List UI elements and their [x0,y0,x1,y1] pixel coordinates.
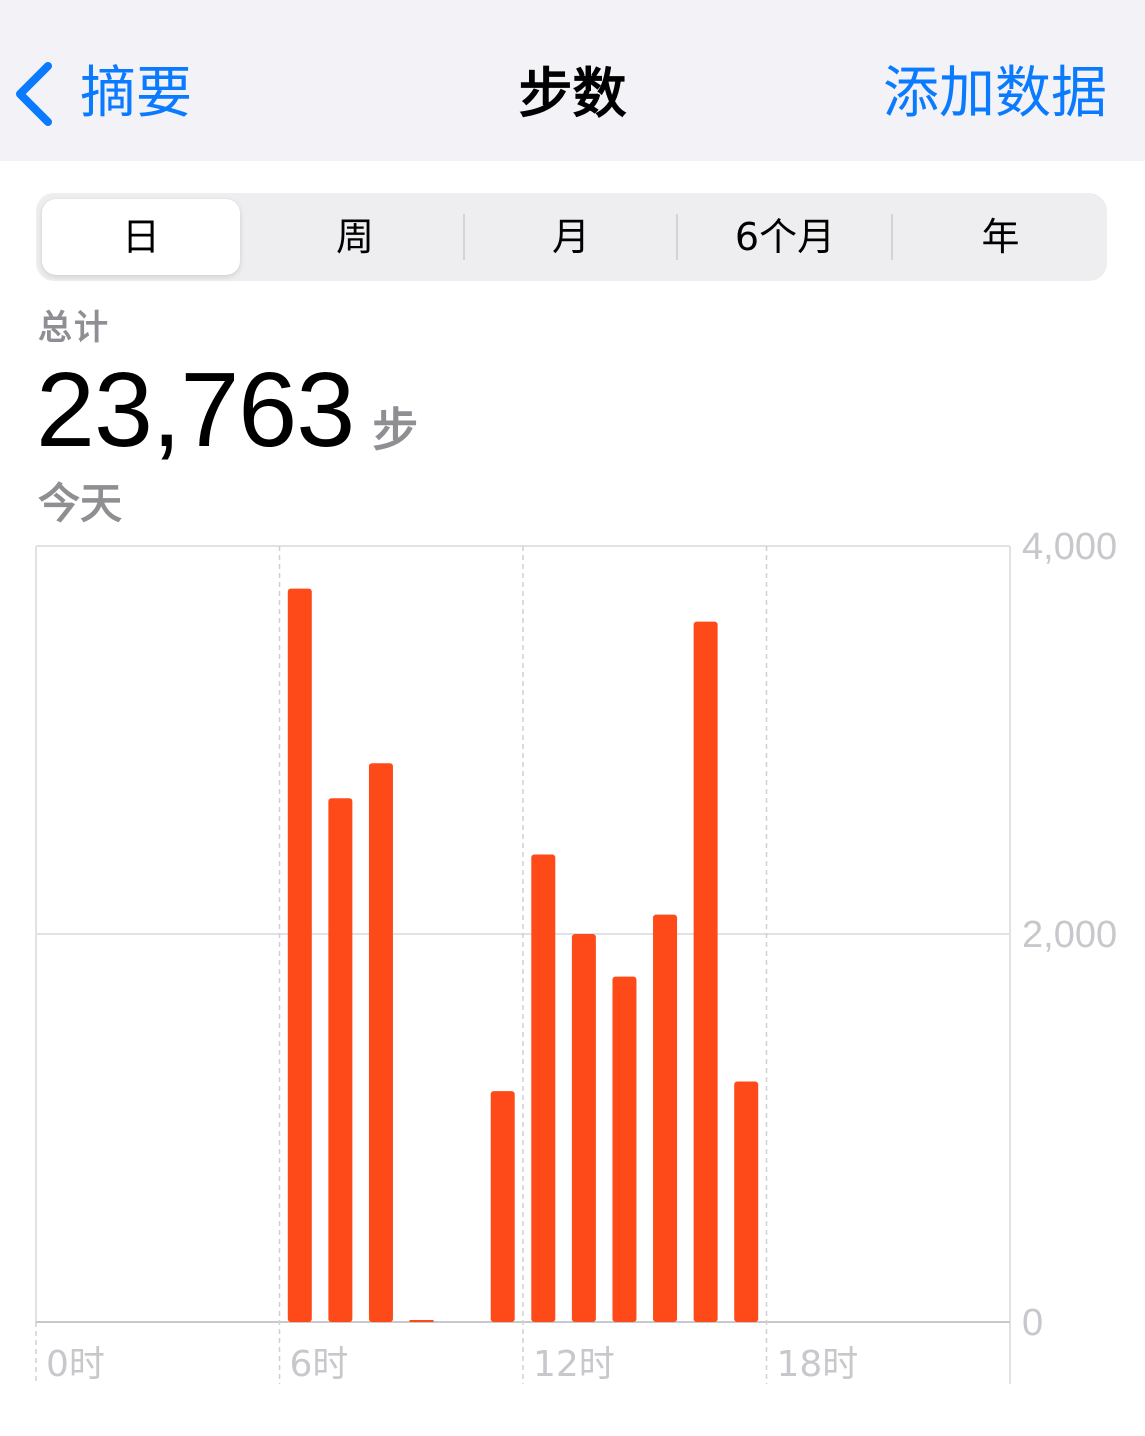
y-tick-label: 2,000 [1022,914,1117,956]
chart-bar [490,1091,515,1322]
chart-bar [653,914,678,1322]
segment-year[interactable]: 年 [981,215,1020,259]
x-tick-label: 0时 [46,1344,105,1385]
back-label: 摘要 [80,61,192,126]
add-data-button[interactable]: 添加数据 [883,61,1107,126]
x-tick-label: 18时 [777,1344,859,1385]
chart-bar [328,798,353,1322]
segment-day[interactable]: 日 [121,215,160,259]
segment-divider [463,214,465,260]
total-steps-unit: 步 [372,403,419,457]
y-tick-label: 0 [1022,1302,1043,1344]
x-tick-label: 6时 [290,1344,349,1385]
chart-bar [612,976,637,1322]
date-label: 今天 [38,479,123,528]
y-tick-label: 4,000 [1022,526,1117,568]
chart-bar [693,621,718,1322]
segment-divider [676,214,678,260]
chart-bar [409,1320,434,1322]
segment-six-months[interactable]: 6个月 [734,215,836,259]
back-button[interactable]: 摘要 [14,58,192,130]
chart-bar [368,763,393,1322]
time-range-segmented-control: 日 周 月 6个月 年 [36,193,1107,281]
segment-selected-thumb [42,199,240,275]
chart-bar [531,854,556,1322]
chart-bar [734,1081,759,1322]
total-row: 23,763 步 [36,352,418,469]
chart-bar [571,934,596,1322]
chart-bar [287,588,312,1322]
nav-bar: 摘要 步数 添加数据 [0,0,1145,161]
page-title: 步数 [518,62,627,125]
total-steps-value: 23,763 [36,351,355,469]
segment-divider [891,214,893,260]
chevron-left-icon [16,62,52,126]
x-tick-label: 12时 [533,1344,615,1385]
segment-month[interactable]: 月 [551,215,590,259]
segment-week[interactable]: 周 [335,215,374,259]
total-label: 总计 [38,308,110,348]
